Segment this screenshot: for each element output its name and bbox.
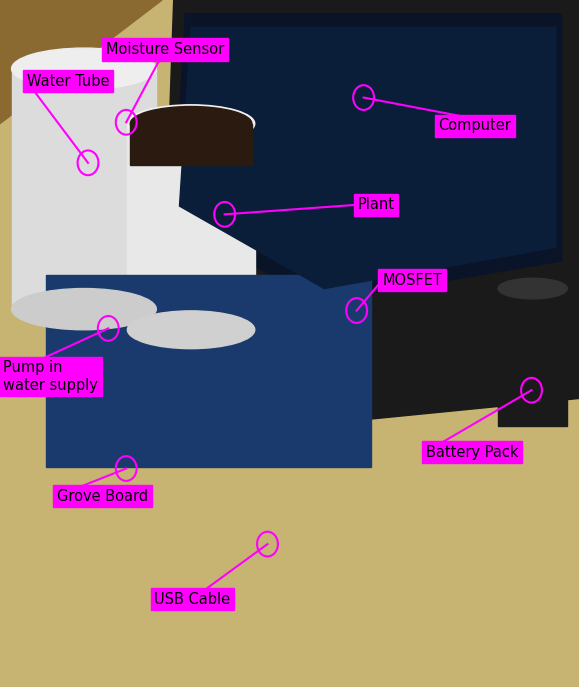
Bar	[46, 275, 371, 467]
Bar	[127, 124, 255, 330]
Bar	[498, 289, 567, 426]
Ellipse shape	[130, 106, 252, 141]
Text: Pump in
water supply: Pump in water supply	[3, 360, 98, 393]
Ellipse shape	[127, 104, 255, 143]
Polygon shape	[162, 0, 579, 426]
Text: Moisture Sensor: Moisture Sensor	[106, 42, 224, 57]
Bar	[130, 124, 252, 165]
Text: USB Cable: USB Cable	[154, 592, 230, 607]
Text: Plant: Plant	[358, 197, 395, 212]
Text: MOSFET: MOSFET	[382, 273, 442, 288]
Ellipse shape	[498, 278, 567, 299]
Text: Computer: Computer	[438, 118, 511, 133]
Polygon shape	[179, 27, 556, 289]
Text: Battery Pack: Battery Pack	[426, 444, 518, 460]
Text: Water Tube: Water Tube	[27, 74, 109, 89]
Polygon shape	[174, 14, 562, 302]
Polygon shape	[0, 0, 162, 124]
Ellipse shape	[127, 311, 255, 348]
Ellipse shape	[12, 48, 156, 89]
Text: Grove Board: Grove Board	[57, 488, 148, 504]
Bar	[12, 69, 156, 309]
Ellipse shape	[12, 289, 156, 330]
